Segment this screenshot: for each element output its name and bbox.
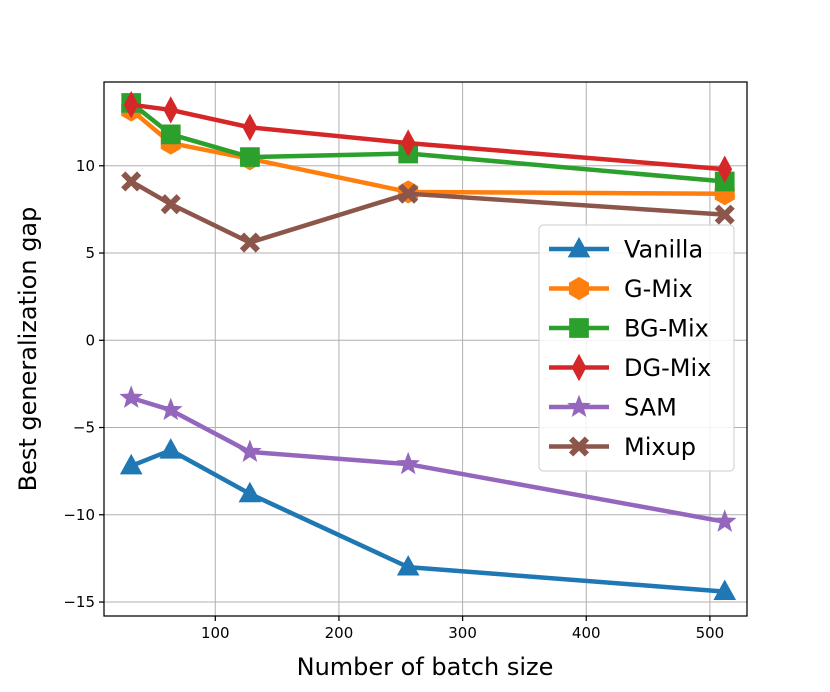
legend-item-dg-mix: DG-Mix [549,353,711,382]
legend-marker [567,394,591,418]
data-point-mixup [160,194,181,215]
legend-marker [568,436,590,457]
data-point-vanilla [713,579,737,600]
legend-marker [568,276,590,301]
legend-item-bg-mix: BG-Mix [549,315,709,343]
legend-marker [567,236,591,258]
series-g-mix [121,98,735,206]
y-tick-label: −10 [63,506,95,524]
legend: Vanilla G-Mix BG-Mix DG-Mix SAM Mixup [538,224,735,472]
data-point-dg-mix [163,96,179,124]
series-vanilla [119,438,737,600]
x-tick-label: 100 [201,624,230,642]
plot-frame [103,81,748,617]
data-point-vanilla [238,481,262,503]
y-tick-label: −5 [73,419,95,437]
data-point-dg-mix [717,155,733,183]
y-tick-label: 10 [76,157,95,175]
legend-marker [571,353,587,382]
axis-ticks: 100 200 300 400 500 −15 −10 −5 0 5 10 [63,157,724,642]
legend-label: BG-Mix [624,315,709,343]
series-line-bg-mix [129,101,725,184]
data-point-vanilla [396,555,420,576]
x-tick-label: 300 [448,624,477,642]
legend-label: SAM [624,394,677,422]
series-mixup [121,171,735,253]
data-point-sam [158,397,183,421]
data-point-sam [119,385,144,408]
data-point-mixup [714,204,735,225]
data-point-dg-mix [123,90,139,119]
data-point-bg-mix [160,124,181,145]
x-tick-label: 200 [325,624,354,642]
series-bg-mix [121,93,735,192]
x-tick-label: 500 [696,624,725,642]
y-tick-label: 0 [85,331,95,349]
y-tick-label: −15 [63,593,95,611]
y-axis-label: Best generalization gap [14,207,42,492]
y-tick-label: 5 [85,244,95,262]
series-dg-mix [123,90,733,183]
plot-series [119,90,737,600]
data-point-mixup [398,183,419,204]
data-point-sam [238,439,262,463]
series-sam [119,385,737,532]
legend-label: Vanilla [624,236,703,264]
legend-item-sam: SAM [549,394,677,422]
legend-item-vanilla: Vanilla [549,236,703,264]
legend-item-mixup: Mixup [549,433,696,461]
series-line-dg-mix [130,102,725,172]
legend-label: G-Mix [624,275,693,303]
legend-marker [569,318,589,338]
x-axis-label: Number of batch size [297,653,554,681]
x-tick-label: 400 [572,624,601,642]
legend-label: Mixup [624,433,696,461]
data-point-sam [396,451,421,475]
data-point-bg-mix [240,147,260,167]
legend-label: DG-Mix [624,354,711,382]
data-point-vanilla [119,453,143,475]
data-point-dg-mix [242,113,258,142]
data-point-mixup [239,232,260,253]
data-point-mixup [121,171,142,192]
data-point-vanilla [159,438,183,459]
data-point-dg-mix [400,129,416,157]
data-point-sam [712,509,737,532]
legend-item-g-mix: G-Mix [549,275,693,303]
